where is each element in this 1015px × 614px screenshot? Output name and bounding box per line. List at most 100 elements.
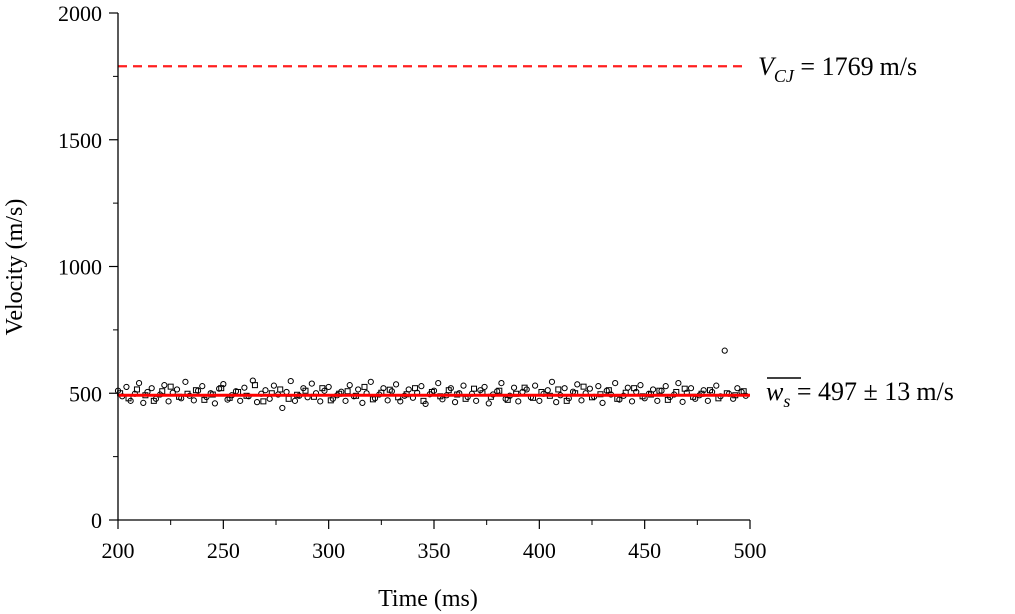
data-point xyxy=(384,397,391,404)
data-point xyxy=(544,387,551,394)
data-point xyxy=(412,385,419,392)
data-point xyxy=(721,347,728,354)
data-point xyxy=(327,397,334,404)
data-point xyxy=(211,400,219,407)
data-point xyxy=(308,380,315,387)
data-point xyxy=(262,387,269,394)
data-point xyxy=(473,397,480,404)
data-point xyxy=(637,382,644,389)
data-point xyxy=(628,398,636,405)
ws-value: 497 ± 13 xyxy=(818,377,910,406)
data-point xyxy=(595,383,602,390)
x-tick-label: 350 xyxy=(418,538,451,563)
data-markers xyxy=(114,347,749,412)
data-point xyxy=(498,380,505,387)
data-point xyxy=(201,396,208,403)
data-point xyxy=(285,395,292,402)
data-point xyxy=(260,398,267,405)
data-point xyxy=(277,386,284,393)
data-point xyxy=(161,382,168,389)
reference-lines xyxy=(118,65,750,397)
data-point xyxy=(167,383,174,390)
vcj-unit: m/s xyxy=(880,52,918,81)
data-point xyxy=(580,383,587,390)
data-point xyxy=(515,398,522,405)
data-point xyxy=(192,387,199,394)
data-point xyxy=(241,384,248,391)
data-point xyxy=(148,385,155,392)
data-point xyxy=(631,385,638,392)
data-point xyxy=(578,397,585,404)
data-point xyxy=(287,377,294,385)
ws-symbol: w xyxy=(766,377,784,406)
data-point xyxy=(173,386,181,393)
data-point xyxy=(190,397,197,404)
x-tick-label: 500 xyxy=(734,538,767,563)
x-tick-label: 450 xyxy=(628,538,661,563)
data-point xyxy=(574,381,581,388)
vcj-value: 1769 xyxy=(822,52,874,81)
y-tick-label: 500 xyxy=(69,381,102,406)
data-point xyxy=(386,386,393,393)
ticks: 200 250 300 350 400 450 500 0 500 1000 1500 2000 xyxy=(58,1,767,563)
data-point xyxy=(140,399,147,406)
data-point xyxy=(266,395,273,402)
y-tick-label: 2000 xyxy=(58,1,102,26)
ws-equals: = xyxy=(790,377,818,406)
data-point xyxy=(548,378,556,385)
x-tick-label: 300 xyxy=(312,538,345,563)
data-point xyxy=(675,380,682,387)
data-point xyxy=(355,386,362,393)
data-point xyxy=(605,387,612,394)
data-point xyxy=(654,397,661,404)
data-point xyxy=(150,397,157,404)
data-point xyxy=(237,397,244,404)
data-point xyxy=(679,398,686,405)
data-point xyxy=(599,399,606,406)
data-point xyxy=(325,383,332,391)
x-tick-label: 400 xyxy=(523,538,556,563)
data-point xyxy=(664,396,671,403)
y-tick-label: 0 xyxy=(91,508,102,533)
ws-unit: m/s xyxy=(916,377,954,406)
data-point xyxy=(420,397,427,404)
data-point xyxy=(536,397,543,404)
data-point xyxy=(182,378,189,385)
data-point xyxy=(346,382,353,389)
data-point xyxy=(392,381,400,388)
data-point xyxy=(199,383,206,390)
data-point xyxy=(532,382,539,389)
data-point xyxy=(302,387,309,394)
x-tick-label: 250 xyxy=(207,538,240,563)
data-point xyxy=(133,386,140,393)
data-point xyxy=(435,380,442,387)
data-point xyxy=(135,380,143,387)
data-point xyxy=(445,387,452,394)
data-point xyxy=(485,400,492,407)
data-point xyxy=(342,397,349,404)
data-point xyxy=(165,398,172,405)
vcj-symbol: V xyxy=(758,52,777,81)
y-axis-title: Velocity (m/s) xyxy=(2,199,28,336)
data-point xyxy=(649,386,657,393)
data-point xyxy=(586,385,593,392)
x-tick-label: 200 xyxy=(102,538,135,563)
data-point xyxy=(704,397,711,404)
ws-subscript: s xyxy=(783,391,790,411)
data-point xyxy=(369,396,376,403)
data-point xyxy=(344,388,351,395)
data-point xyxy=(123,383,130,391)
ws-annotation: ws = 497 ± 13 m/s xyxy=(766,377,954,411)
data-point xyxy=(481,383,488,391)
data-point xyxy=(687,385,695,392)
vcj-annotation: VCJ = 1769 m/s xyxy=(758,52,917,86)
data-point xyxy=(561,385,568,392)
vcj-subscript: CJ xyxy=(774,66,795,86)
data-point xyxy=(460,382,467,389)
data-point xyxy=(270,382,277,389)
axes xyxy=(117,13,750,521)
data-point xyxy=(251,382,258,389)
data-point xyxy=(510,384,518,391)
data-point xyxy=(521,384,528,391)
